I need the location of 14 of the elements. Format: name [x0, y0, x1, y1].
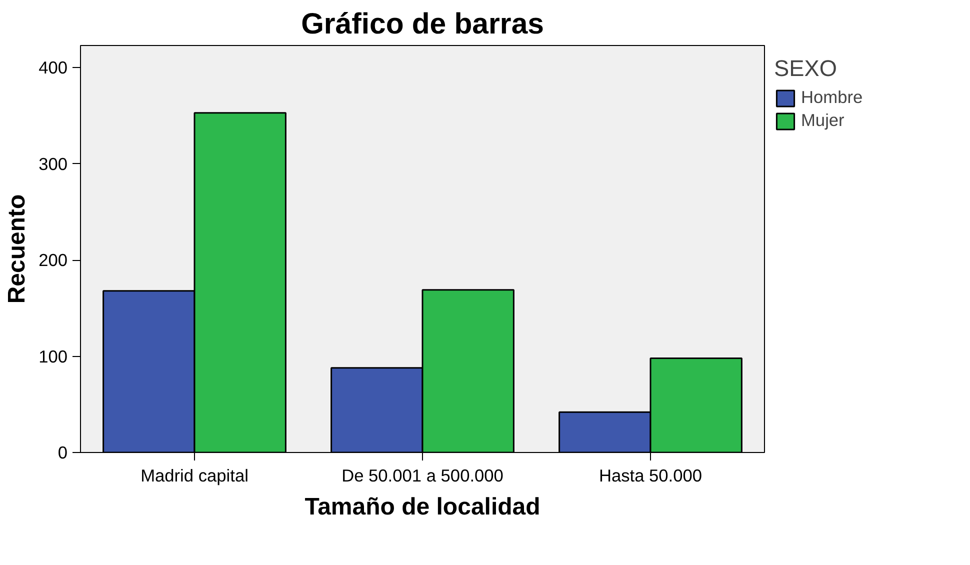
chart-title: Gráfico de barras: [301, 8, 544, 40]
y-tick-label: 300: [38, 154, 68, 174]
x-tick-label: Madrid capital: [140, 466, 248, 486]
y-tick-label: 100: [38, 346, 68, 366]
x-tick-label: Hasta 50.000: [598, 466, 702, 486]
x-tick-label: De 50.001 a 500.000: [342, 466, 504, 486]
y-tick-label: 200: [38, 250, 68, 270]
y-tick-label: 0: [58, 442, 68, 462]
y-tick-label: 400: [38, 58, 68, 78]
x-axis-title: Tamaño de localidad: [304, 494, 540, 520]
legend-title: SEXO: [774, 55, 838, 82]
legend-label: Mujer: [801, 110, 844, 131]
legend-label: Hombre: [801, 87, 863, 108]
y-axis-title: Recuento: [4, 194, 31, 304]
